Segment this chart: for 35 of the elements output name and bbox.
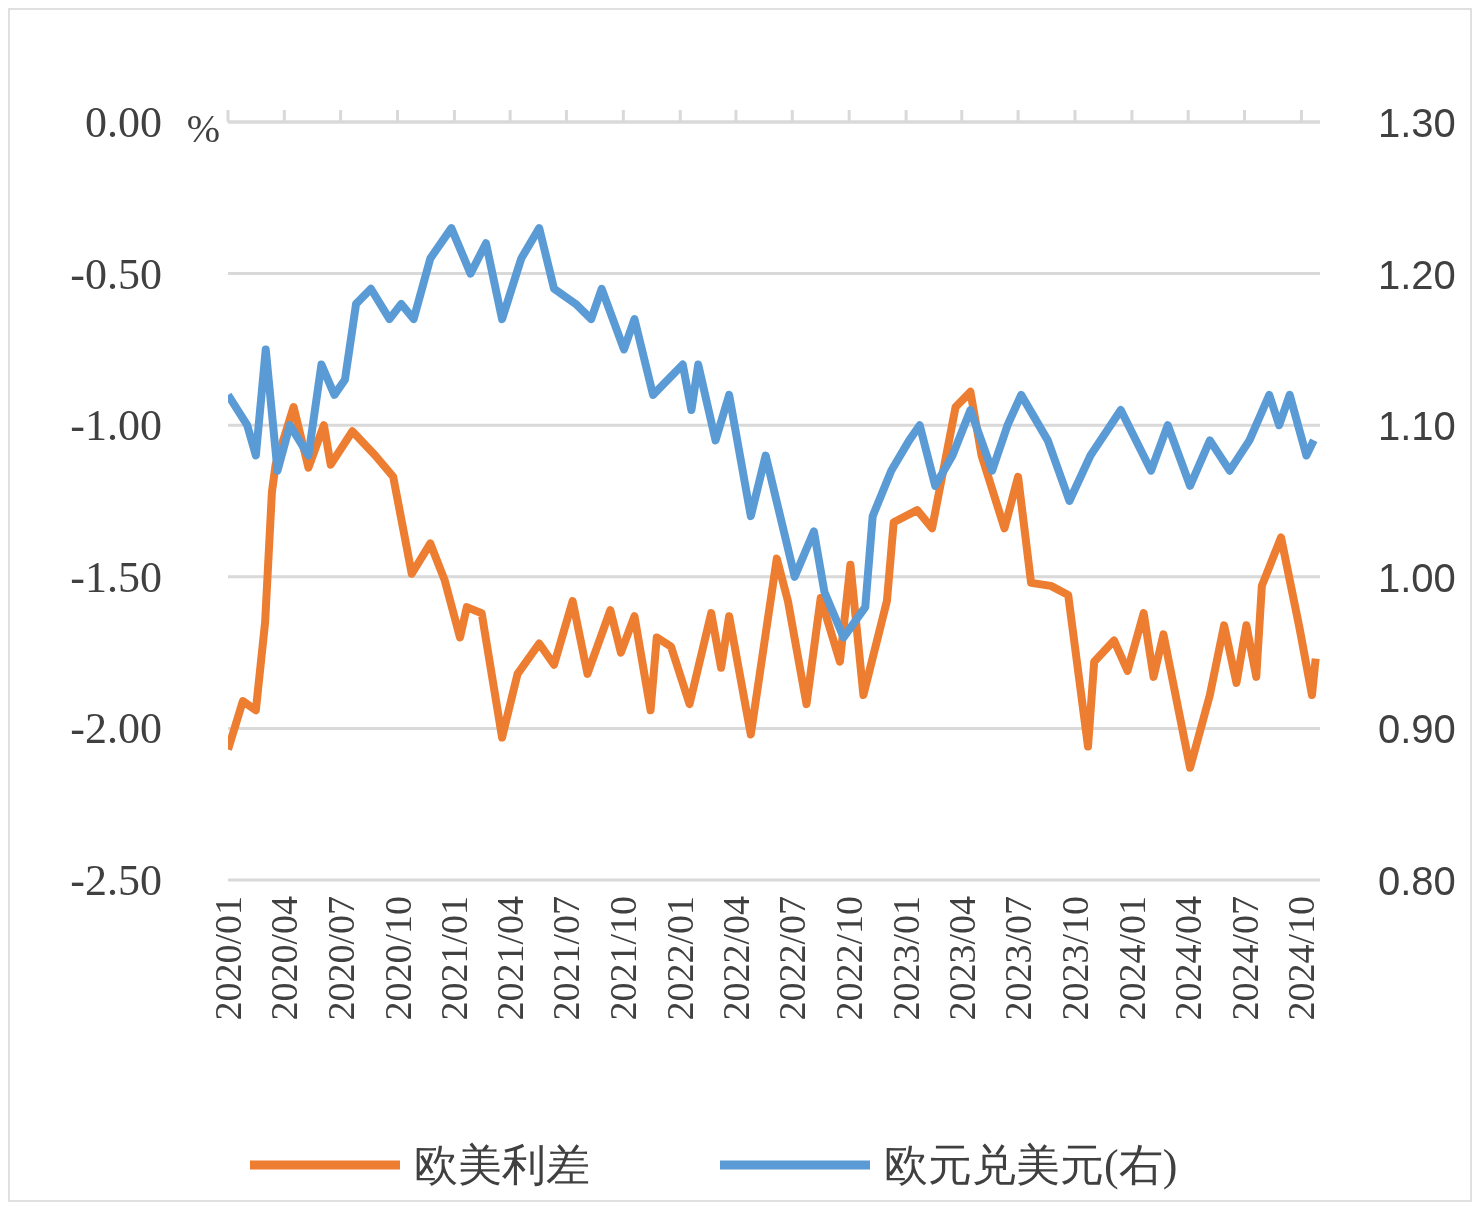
y-tick-label: -2.50 — [70, 856, 162, 905]
x-tick-label: 2022/04 — [714, 896, 757, 1021]
x-tick-label: 2021/01 — [433, 896, 476, 1021]
legend-label: 欧美利差 — [414, 1139, 590, 1192]
x-tick-label: 2021/10 — [602, 896, 645, 1021]
x-tick-label: 2021/04 — [489, 896, 532, 1021]
y-tick-label: -0.50 — [70, 249, 162, 299]
x-tick-label: 2023/01 — [885, 896, 928, 1021]
x-tick-label: 2020/10 — [376, 896, 419, 1021]
x-tick-label: 2023/10 — [1054, 896, 1096, 1021]
y2-tick-label: 0.80 — [1378, 859, 1456, 903]
y2-tick-label: 1.00 — [1378, 555, 1456, 600]
x-tick-label: 2020/01 — [207, 896, 249, 1021]
y2-tick-label: 1.30 — [1378, 101, 1456, 145]
x-tick-label: 2020/04 — [263, 896, 306, 1021]
x-tick-label: 2024/01 — [1110, 896, 1153, 1021]
x-tick-label: 2024/04 — [1167, 896, 1210, 1021]
x-tick-label: 2022/01 — [659, 896, 702, 1021]
x-tick-label: 2023/04 — [940, 896, 983, 1021]
y-tick-label: -1.00 — [70, 401, 162, 451]
y-tick-label: 0.00 — [85, 98, 162, 147]
x-tick-label: 2022/10 — [828, 896, 871, 1021]
y-tick-label: -2.00 — [70, 704, 162, 754]
y-axis-title: % — [186, 106, 220, 151]
x-tick-label: 2024/07 — [1223, 896, 1266, 1021]
legend-label: 欧元兑美元(右) — [884, 1139, 1178, 1192]
y2-tick-label: 1.10 — [1378, 404, 1456, 449]
x-tick-label: 2022/07 — [771, 896, 814, 1021]
x-tick-label: 2021/07 — [545, 896, 588, 1021]
y2-tick-label: 0.90 — [1378, 707, 1456, 752]
x-tick-label: 2020/07 — [319, 896, 362, 1021]
x-tick-label: 2023/07 — [997, 896, 1040, 1021]
x-tick-label: 2024/10 — [1280, 896, 1323, 1021]
y-tick-label: -1.50 — [70, 552, 162, 602]
y2-tick-label: 1.20 — [1378, 252, 1456, 297]
